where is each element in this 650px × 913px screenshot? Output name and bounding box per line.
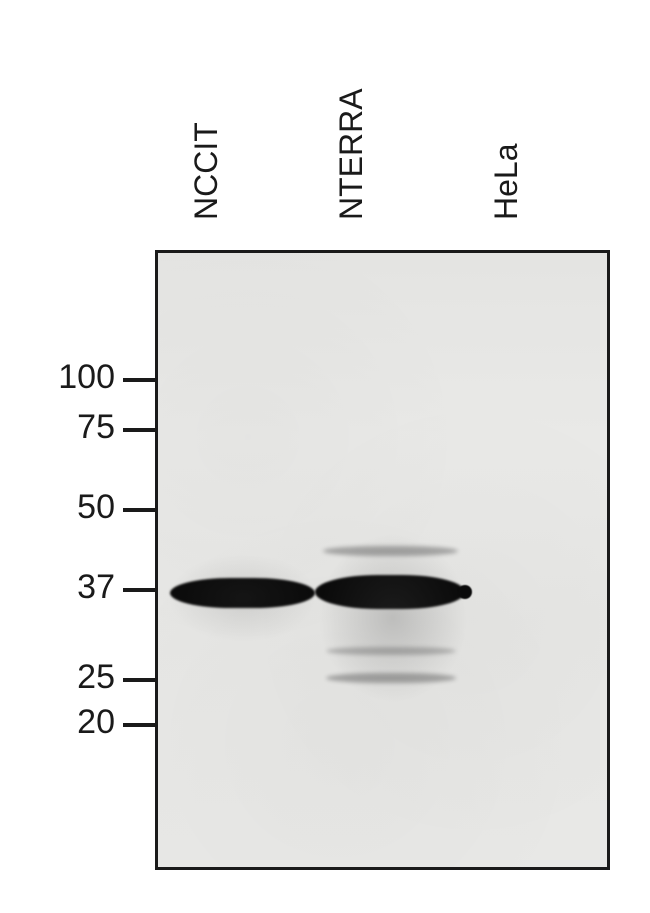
smear-nccit bbox=[168, 553, 318, 643]
smear-nterra bbox=[318, 533, 468, 703]
mw-tick-25 bbox=[123, 678, 155, 682]
mw-label-20: 20 bbox=[40, 703, 115, 742]
lane-label-nterra: NTERRA bbox=[333, 88, 370, 220]
mw-tick-100 bbox=[123, 378, 155, 382]
mw-label-100: 100 bbox=[40, 358, 115, 397]
mw-tick-75 bbox=[123, 428, 155, 432]
mw-label-37: 37 bbox=[40, 568, 115, 607]
mw-tick-20 bbox=[123, 723, 155, 727]
mw-label-50: 50 bbox=[40, 488, 115, 527]
mw-tick-50 bbox=[123, 508, 155, 512]
blot-membrane bbox=[155, 250, 610, 870]
western-blot-figure: NCCIT NTERRA HeLa 100 75 50 37 25 20 bbox=[0, 0, 650, 913]
mw-tick-37 bbox=[123, 588, 155, 592]
mw-label-25: 25 bbox=[40, 658, 115, 697]
lane-label-hela: HeLa bbox=[488, 144, 525, 221]
lane-label-nccit: NCCIT bbox=[188, 122, 225, 220]
mw-label-75: 75 bbox=[40, 408, 115, 447]
